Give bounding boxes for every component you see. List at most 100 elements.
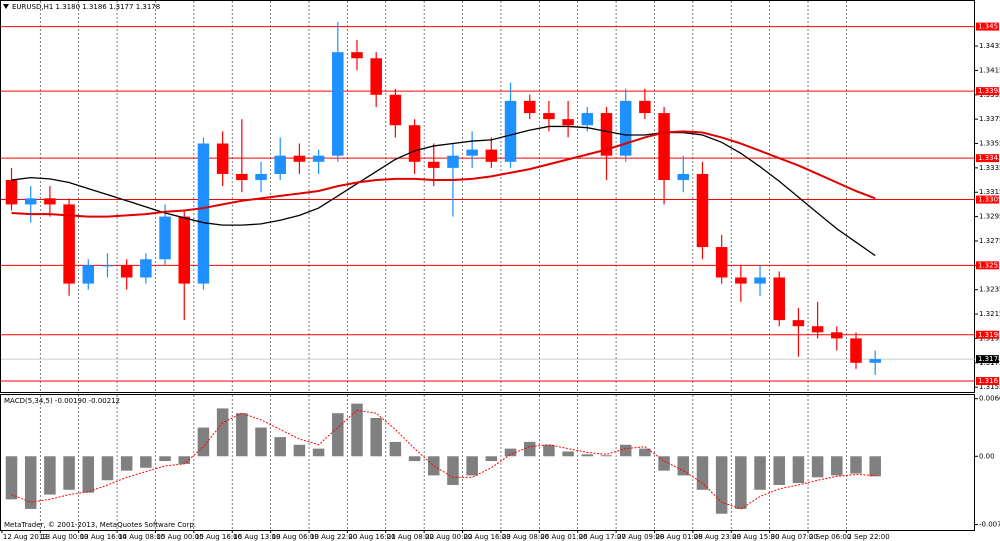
level-label: 1.3309 — [978, 196, 1000, 204]
macd-bar — [523, 441, 536, 457]
candle-body — [447, 155, 459, 168]
y-tick-label: 1.3275 — [979, 237, 1000, 245]
candle-body — [408, 125, 421, 162]
macd-bar — [159, 456, 171, 462]
menu-arrow — [3, 4, 9, 9]
y-tick-label: 0.00 — [979, 452, 995, 460]
x-tick-label: 12 Aug 2013 — [3, 533, 48, 541]
x-tick-label: 26 Aug 17:00 — [579, 533, 626, 541]
candle-body — [274, 155, 286, 174]
y-tick-label: 1.3415 — [979, 66, 1000, 74]
candle-body — [754, 277, 766, 284]
macd-bar — [82, 456, 95, 493]
y-tick-label: 1.3335 — [979, 164, 1000, 172]
macd-bar — [408, 456, 421, 462]
candle-body — [581, 113, 594, 126]
candle-body — [600, 113, 613, 156]
candle-body — [696, 173, 709, 248]
macd-bar — [811, 456, 824, 478]
macd-bar — [63, 456, 75, 490]
candle-body — [312, 155, 325, 162]
macd-bar — [773, 456, 785, 485]
candle-body — [178, 216, 191, 284]
macd-bar — [428, 456, 440, 476]
x-tick-label: 13 Aug 00:00 — [41, 533, 88, 541]
macd-bar — [101, 456, 114, 481]
candle-body — [850, 338, 862, 363]
x-tick-label: 14 Aug 08:00 — [118, 533, 165, 541]
x-tick-label: 23 Aug 08:00 — [502, 533, 549, 541]
candle-body — [255, 173, 267, 181]
x-tick-label: 30 Aug 07:00 — [771, 533, 818, 541]
x-tick-label: 22 Aug 16:00 — [464, 533, 511, 541]
y-tick-label: 1.3375 — [979, 115, 1000, 123]
x-tick-label: 16 Aug 13:00 — [233, 533, 280, 541]
macd-bar — [792, 456, 805, 484]
candle-body — [619, 100, 632, 156]
macd-bar — [5, 456, 18, 500]
level-label: 1.316 — [978, 377, 999, 385]
macd-bar — [216, 408, 229, 457]
copyright: MetaTrader, © 2001-2013, MetaQuotes Soft… — [4, 521, 196, 529]
macd-bar — [715, 456, 728, 514]
level-tag — [976, 154, 999, 163]
macd-bar — [600, 455, 613, 457]
x-tick-label: 19 Aug 06:00 — [272, 533, 319, 541]
x-tick-label: 29 Aug 15:00 — [732, 533, 779, 541]
x-tick-label: 28 Aug 23:00 — [694, 533, 741, 541]
macd-bar — [485, 456, 498, 462]
candle-body — [5, 180, 18, 205]
macd-bar — [696, 456, 709, 490]
x-tick-label: 22 Aug 00:00 — [425, 533, 472, 541]
candle-body — [869, 359, 881, 363]
macd-bar — [274, 437, 286, 457]
chart-title: EURUSD,H1 1.3180 1.3186 1.3177 1.3178 — [12, 3, 160, 11]
macd-bar — [255, 427, 267, 457]
macd-bar — [869, 456, 881, 477]
level-label: 1.3343 — [978, 154, 1000, 162]
x-tick-label: 15 Aug 16:00 — [195, 533, 242, 541]
y-tick-label: 1.3295 — [979, 213, 1000, 221]
macd-bar — [850, 456, 862, 474]
macd-bar — [658, 456, 670, 471]
candle-body — [639, 100, 651, 114]
macd-bar — [293, 444, 306, 457]
candle-body — [523, 100, 536, 114]
y-tick-label: 1.3355 — [979, 140, 1000, 148]
macd-bar — [447, 456, 459, 485]
candle-body — [543, 113, 555, 120]
candle-body — [351, 52, 363, 59]
moving-average — [11, 130, 876, 218]
y-tick-label: 1.3435 — [979, 42, 1000, 50]
last-price-label: 1.3178 — [978, 355, 1000, 363]
macd-bar — [370, 417, 382, 457]
last-price-tag — [976, 355, 999, 364]
macd-bar — [178, 456, 191, 464]
x-tick-label: 15 Aug 00:00 — [156, 533, 203, 541]
y-tick-label: 1.3215 — [979, 310, 1000, 318]
x-tick-label: 2 Sep 22:00 — [847, 533, 889, 541]
candle-body — [658, 113, 670, 181]
level-tag — [976, 87, 999, 96]
candle-body — [140, 259, 152, 278]
moving-average — [11, 125, 876, 257]
candle-body — [197, 143, 210, 284]
x-tick-label: 2 Sep 06:00 — [809, 533, 851, 541]
level-tag — [976, 195, 999, 204]
price-panel — [0, 0, 975, 393]
y-tick-label: 1.3235 — [979, 286, 1000, 294]
macd-bar — [236, 413, 248, 457]
candle-body — [677, 173, 690, 181]
macd-bar — [619, 444, 632, 457]
level-tag — [976, 377, 999, 386]
candle-body — [101, 265, 114, 267]
candle-body — [82, 265, 95, 284]
level-tag — [976, 261, 999, 270]
macd-bar — [332, 413, 344, 457]
candle-body — [159, 216, 171, 260]
candle-body — [389, 94, 402, 126]
candle-body — [792, 320, 805, 327]
x-tick-label: 21 Aug 08:00 — [387, 533, 434, 541]
